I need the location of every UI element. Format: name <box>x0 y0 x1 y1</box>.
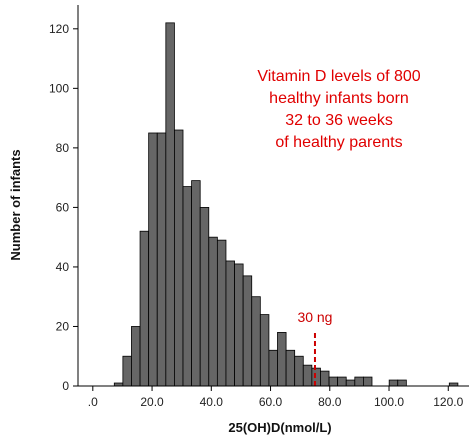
histogram-bar <box>148 132 158 387</box>
annotation-group: Vitamin D levels of 800 healthy infants b… <box>257 68 420 151</box>
histogram-bar <box>174 129 184 387</box>
histogram-bar <box>156 132 167 387</box>
histogram-bar <box>259 314 270 387</box>
histogram-bar <box>268 349 278 387</box>
histogram-bar <box>320 370 330 387</box>
y-tick-label: 20 <box>56 319 70 333</box>
annotation-line: of healthy parents <box>275 134 402 151</box>
histogram-bar <box>122 355 132 387</box>
histogram-bar <box>182 186 192 387</box>
annotation-line: 32 to 36 weeks <box>285 112 393 129</box>
x-tick-label: 20.0 <box>140 395 164 409</box>
y-tick-label: 120 <box>49 22 69 36</box>
y-tick-label: 0 <box>62 379 69 393</box>
histogram-bar <box>165 22 175 387</box>
histogram-bar <box>242 275 253 387</box>
x-tick-label: .0 <box>88 395 98 409</box>
histogram-bar <box>328 376 339 387</box>
y-axis-label: Number of infants <box>8 149 23 260</box>
histogram-bar <box>345 379 356 387</box>
x-axis-label: 25(OH)D(nmol/L) <box>228 420 331 435</box>
x-tick-label: 80.0 <box>318 395 342 409</box>
histogram-bar <box>208 236 218 387</box>
histogram-bar <box>362 376 373 387</box>
histogram-bar <box>397 379 407 387</box>
histogram-bar <box>311 367 321 387</box>
annotation-line: healthy infants born <box>269 90 409 107</box>
reference-line-group: 30 ng <box>297 309 332 386</box>
histogram-bar <box>131 326 141 387</box>
histogram-bar <box>285 349 296 387</box>
y-tick-label: 100 <box>49 81 69 95</box>
y-tick-label: 40 <box>56 260 70 274</box>
reference-line-label: 30 ng <box>297 309 332 325</box>
x-tick-label: 120.0 <box>433 395 463 409</box>
histogram-bar <box>225 260 235 387</box>
histogram-bar <box>216 239 227 387</box>
histogram-bar <box>294 355 304 387</box>
histogram-bar <box>302 364 313 387</box>
histogram-bar <box>277 332 287 387</box>
histogram-bar <box>191 180 201 387</box>
histogram-bar <box>234 263 244 387</box>
histogram-bar <box>354 376 364 387</box>
annotation-line: Vitamin D levels of 800 <box>257 68 420 85</box>
histogram-bar <box>139 230 150 387</box>
histogram-bar <box>388 379 399 387</box>
histogram-bar <box>337 376 347 387</box>
histogram-bar <box>251 296 261 387</box>
y-tick-label: 80 <box>56 141 70 155</box>
histogram-bars <box>113 22 459 387</box>
x-tick-label: 60.0 <box>259 395 283 409</box>
histogram-bar <box>199 207 210 387</box>
y-tick-label: 60 <box>56 200 70 214</box>
x-tick-label: 40.0 <box>200 395 224 409</box>
x-tick-label: 100.0 <box>374 395 404 409</box>
